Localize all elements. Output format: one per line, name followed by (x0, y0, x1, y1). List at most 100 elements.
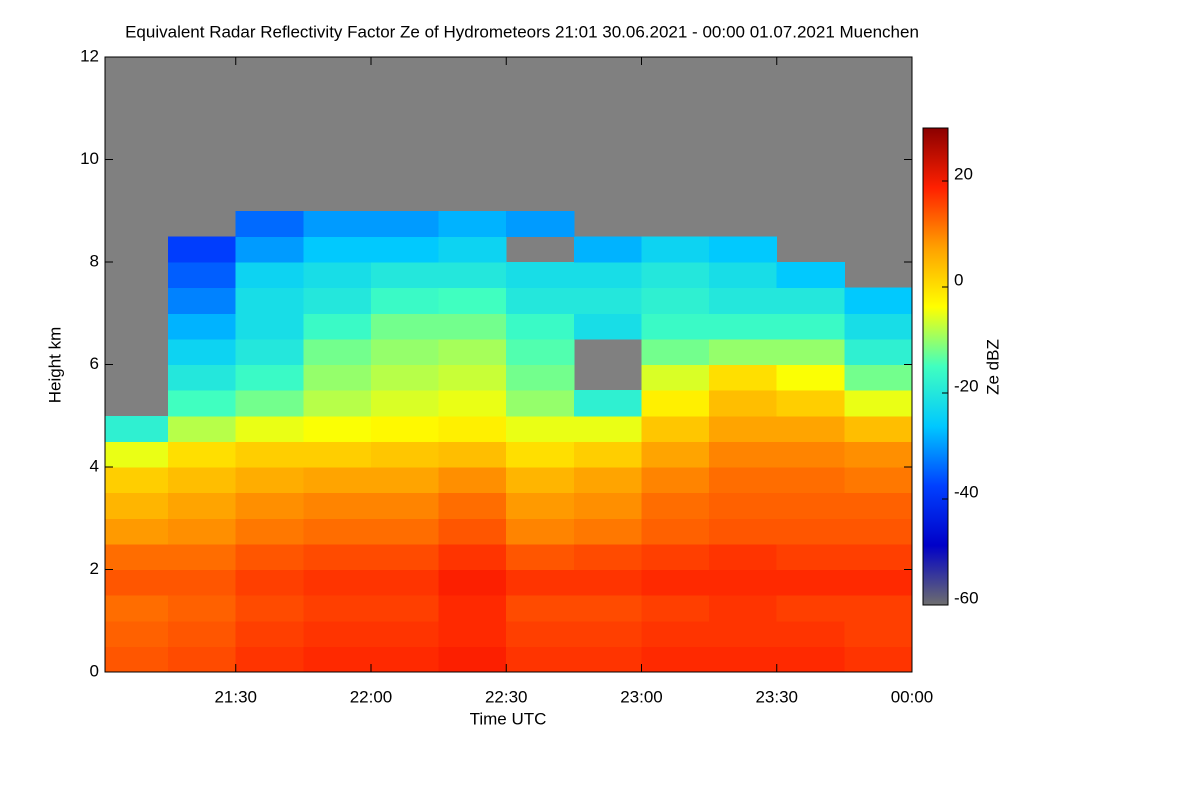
heatmap-cell (370, 441, 440, 468)
heatmap-cell (844, 287, 913, 314)
heatmap-cell (370, 467, 440, 494)
heatmap-cell (235, 518, 304, 545)
heatmap-cell (438, 492, 507, 519)
heatmap-cell (573, 236, 642, 263)
heatmap-cell (709, 543, 778, 570)
heatmap-cell (776, 518, 845, 545)
heatmap-cell (370, 492, 440, 519)
y-tick-label: 12 (80, 46, 99, 65)
heatmap-cell (573, 518, 642, 545)
heatmap-cell (235, 646, 304, 673)
heatmap-cell (709, 467, 778, 494)
heatmap-cell (438, 441, 507, 468)
heatmap-cell (235, 569, 304, 596)
heatmap-cell (303, 236, 372, 263)
y-tick-label: 2 (90, 559, 99, 578)
heatmap-cell (709, 595, 778, 622)
chart-title: Equivalent Radar Reflectivity Factor Ze … (125, 22, 919, 41)
heatmap-cell (303, 287, 372, 314)
heatmap-cell (506, 467, 575, 494)
heatmap-cell (709, 620, 778, 647)
heatmap-cell (370, 236, 440, 263)
heatmap-cell (105, 467, 169, 494)
heatmap-cell (235, 390, 304, 417)
heatmap-cell (709, 646, 778, 673)
heatmap-cell (370, 543, 440, 570)
heatmap-cell (438, 595, 507, 622)
heatmap-cell (844, 543, 913, 570)
heatmap-cell (168, 441, 237, 468)
heatmap-cell (573, 415, 642, 442)
heatmap-cell (709, 569, 778, 596)
heatmap-cell (235, 287, 304, 314)
heatmap-cell (641, 595, 710, 622)
heatmap-cell (168, 518, 237, 545)
heatmap-cell (370, 620, 440, 647)
heatmap-cell (168, 390, 237, 417)
colorbar-tick-label: -40 (954, 482, 979, 501)
y-axis-label: Height km (45, 327, 64, 404)
heatmap-cell (235, 262, 304, 289)
heatmap-cell (506, 415, 575, 442)
heatmap-cell (709, 492, 778, 519)
heatmap-cell (709, 390, 778, 417)
heatmap-cell (105, 646, 169, 673)
heatmap-cell (844, 364, 913, 391)
heatmap-cell (844, 646, 913, 673)
heatmap-cell (438, 210, 507, 237)
heatmap-cell (641, 390, 710, 417)
heatmap-cell (641, 236, 710, 263)
heatmap-cell (235, 620, 304, 647)
heatmap-cell (235, 338, 304, 365)
heatmap-cell (235, 595, 304, 622)
heatmap-cell (235, 313, 304, 340)
heatmap-cell (506, 262, 575, 289)
heatmap-cell (573, 543, 642, 570)
heatmap-cell (506, 620, 575, 647)
colorbar-tick-label: -20 (954, 376, 979, 395)
heatmap-cell (506, 595, 575, 622)
heatmap-cell (844, 415, 913, 442)
x-tick-label: 22:00 (350, 687, 393, 706)
heatmap-cell (776, 313, 845, 340)
heatmap-cell (303, 595, 372, 622)
heatmap-cell (844, 492, 913, 519)
heatmap-cell (776, 492, 845, 519)
heatmap-cell (370, 390, 440, 417)
heatmap-cell (438, 390, 507, 417)
heatmap-cell (370, 595, 440, 622)
heatmap-cell (776, 569, 845, 596)
heatmap-cell (303, 569, 372, 596)
y-tick-label: 6 (90, 354, 99, 373)
heatmap-cell (641, 620, 710, 647)
heatmap-cell (506, 210, 575, 237)
heatmap-cell (641, 646, 710, 673)
heatmap-cell (438, 313, 507, 340)
heatmap-cell (844, 467, 913, 494)
heatmap-cell (168, 338, 237, 365)
heatmap-cell (370, 313, 440, 340)
y-tick-label: 10 (80, 149, 99, 168)
heatmap-cell (235, 492, 304, 519)
heatmap-cell (573, 441, 642, 468)
heatmap-cell (370, 210, 440, 237)
heatmap-cell (370, 364, 440, 391)
heatmap-cell (641, 415, 710, 442)
heatmap-cell (776, 620, 845, 647)
x-tick-label: 21:30 (214, 687, 257, 706)
heatmap-cell (709, 441, 778, 468)
heatmap-cell (235, 543, 304, 570)
heatmap-cell (573, 467, 642, 494)
heatmap-cell (303, 492, 372, 519)
heatmap-cell (438, 338, 507, 365)
heatmap-cell (370, 415, 440, 442)
heatmap-cell (709, 287, 778, 314)
heatmap-cell (370, 646, 440, 673)
heatmap-cell (105, 415, 169, 442)
heatmap-cell (235, 236, 304, 263)
heatmap-cell (303, 620, 372, 647)
heatmap-cell (709, 313, 778, 340)
heatmap-cell (573, 313, 642, 340)
heatmap-cell (168, 492, 237, 519)
